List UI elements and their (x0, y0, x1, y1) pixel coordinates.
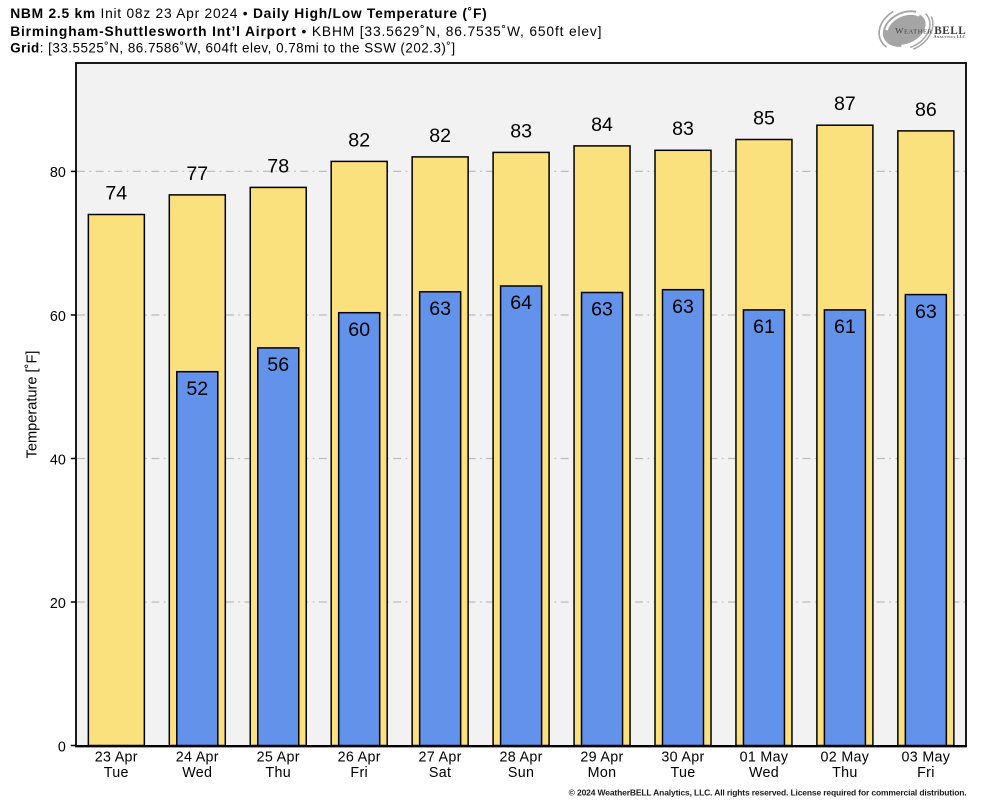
svg-text:61: 61 (753, 316, 775, 338)
svg-text:Grid: [33.5525˚N, 86.7586˚W, 6: Grid: [33.5525˚N, 86.7586˚W, 604ft elev,… (10, 40, 455, 55)
svg-text:83: 83 (672, 118, 694, 140)
svg-text:63: 63 (429, 298, 451, 320)
svg-text:80: 80 (50, 165, 66, 181)
svg-text:03 May: 03 May (902, 750, 951, 766)
svg-text:86: 86 (915, 99, 937, 121)
svg-text:© 2024 WeatherBELL Analytics,: © 2024 WeatherBELL Analytics, LLC. All r… (569, 788, 967, 798)
svg-text:20: 20 (50, 596, 66, 612)
svg-text:0: 0 (58, 739, 66, 755)
svg-text:Tue: Tue (104, 765, 129, 781)
svg-text:60: 60 (348, 319, 370, 341)
svg-text:82: 82 (348, 129, 370, 151)
svg-text:Sat: Sat (429, 765, 451, 781)
svg-text:25 Apr: 25 Apr (257, 750, 300, 766)
svg-text:Sun: Sun (508, 765, 534, 781)
svg-text:78: 78 (267, 155, 289, 177)
svg-text:74: 74 (105, 182, 127, 204)
svg-text:Mon: Mon (588, 765, 617, 781)
svg-text:24 Apr: 24 Apr (176, 750, 219, 766)
svg-text:23 Apr: 23 Apr (95, 750, 138, 766)
svg-text:Tue: Tue (670, 765, 695, 781)
svg-text:WEATHER: WEATHER (895, 26, 932, 36)
svg-text:28 Apr: 28 Apr (500, 750, 543, 766)
svg-text:26 Apr: 26 Apr (338, 750, 381, 766)
svg-text:63: 63 (591, 299, 613, 321)
svg-text:60: 60 (50, 309, 66, 325)
svg-text:29 Apr: 29 Apr (580, 750, 623, 766)
svg-text:Temperature [˚F]: Temperature [˚F] (25, 351, 41, 459)
svg-text:02 May: 02 May (821, 750, 870, 766)
svg-text:63: 63 (672, 296, 694, 318)
svg-text:83: 83 (510, 120, 532, 142)
svg-text:ANALYTICS LLC: ANALYTICS LLC (934, 34, 966, 39)
svg-text:52: 52 (186, 378, 208, 400)
svg-text:82: 82 (429, 125, 451, 147)
svg-text:87: 87 (834, 93, 856, 115)
svg-text:Fri: Fri (350, 765, 368, 781)
svg-text:27 Apr: 27 Apr (419, 750, 462, 766)
svg-text:Wed: Wed (749, 765, 779, 781)
svg-text:BELL: BELL (934, 25, 966, 37)
svg-text:40: 40 (50, 452, 66, 468)
svg-text:Birmingham-Shuttlesworth Int’l: Birmingham-Shuttlesworth Int’l Airport •… (10, 24, 602, 39)
svg-text:84: 84 (591, 114, 613, 136)
svg-text:61: 61 (834, 316, 856, 338)
svg-text:56: 56 (267, 354, 289, 376)
svg-text:30 Apr: 30 Apr (661, 750, 704, 766)
svg-text:Thu: Thu (265, 765, 291, 781)
svg-text:Thu: Thu (832, 765, 858, 781)
svg-text:63: 63 (915, 301, 937, 323)
svg-text:Fri: Fri (917, 765, 935, 781)
svg-text:85: 85 (753, 107, 775, 129)
svg-text:77: 77 (186, 163, 208, 185)
svg-text:NBM 2.5 km Init 08z 23 Apr 202: NBM 2.5 km Init 08z 23 Apr 2024 • Daily … (10, 6, 487, 21)
svg-text:Wed: Wed (182, 765, 212, 781)
svg-text:64: 64 (510, 292, 532, 314)
svg-text:01 May: 01 May (740, 750, 789, 766)
